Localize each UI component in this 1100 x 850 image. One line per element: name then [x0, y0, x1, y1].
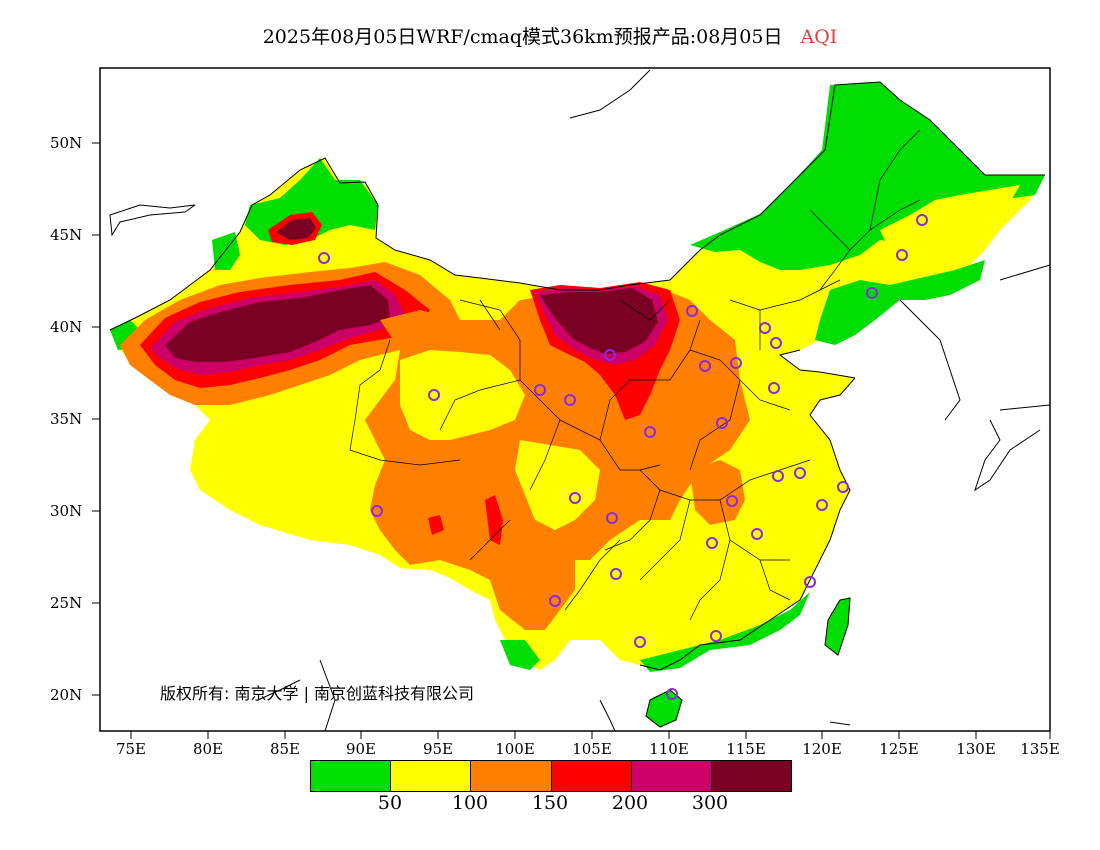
station-marker: [428, 389, 440, 401]
copyright-notice: 版权所有: 南京大学 | 南京创蓝科技有限公司: [160, 684, 475, 703]
region-sichuan-yellow: [515, 440, 600, 530]
station-marker: [644, 426, 656, 438]
x-axis-ticks: [130, 731, 1051, 739]
station-marker: [610, 568, 622, 580]
station-marker: [866, 287, 878, 299]
y-tick-label: 40N: [50, 318, 83, 336]
x-tick-label: 105E: [572, 740, 612, 758]
station-marker: [606, 512, 618, 524]
x-tick-label: 110E: [649, 740, 689, 758]
station-marker: [699, 360, 711, 372]
station-marker: [772, 470, 784, 482]
y-tick-label: 25N: [50, 594, 83, 612]
coastlines: [109, 69, 1050, 731]
station-marker: [564, 394, 576, 406]
x-tick-label: 125E: [879, 740, 919, 758]
station-marker: [706, 537, 718, 549]
region-yunnan-yellow: [575, 560, 650, 620]
station-marker: [569, 492, 581, 504]
x-tick-label: 95E: [422, 740, 454, 758]
station-marker: [549, 595, 561, 607]
x-tick-label: 115E: [726, 740, 766, 758]
y-tick-label: 20N: [50, 686, 83, 704]
station-marker: [716, 417, 728, 429]
x-tick-label: 135E: [1020, 740, 1060, 758]
region-ordos-maroon: [540, 288, 658, 354]
region-yunnan-green: [500, 640, 540, 670]
map-title-variable: AQI: [800, 26, 838, 48]
region-qinghai-yellow: [400, 350, 525, 440]
legend-label: 150: [531, 792, 569, 814]
map-title: 2025年08月05日WRF/cmaq模式36km预报产品:08月05日 AQI: [0, 22, 1100, 49]
province-borders: [349, 129, 921, 621]
y-tick-label: 35N: [50, 410, 83, 428]
legend-swatch: [391, 761, 472, 791]
station-marker: [837, 481, 849, 493]
station-marker: [730, 357, 742, 369]
map-frame: [99, 67, 1051, 732]
station-marker: [726, 495, 738, 507]
legend-label: 100: [451, 792, 489, 814]
station-marker: [916, 214, 928, 226]
y-tick-label: 45N: [50, 226, 83, 244]
legend-swatch: [551, 761, 632, 791]
station-marker: [768, 382, 780, 394]
station-marker: [534, 384, 546, 396]
x-tick-label: 130E: [956, 740, 996, 758]
region-dzungaria-maroon-core: [276, 218, 316, 240]
x-tick-label: 90E: [345, 740, 377, 758]
map-title-main: 2025年08月05日WRF/cmaq模式36km预报产品:08月05日: [262, 26, 783, 48]
station-marker: [804, 576, 816, 588]
station-markers: [318, 214, 928, 700]
station-marker: [666, 688, 678, 700]
station-marker: [318, 252, 330, 264]
station-marker: [371, 505, 383, 517]
x-tick-label: 75E: [115, 740, 147, 758]
island-taiwan: [824, 597, 851, 656]
y-tick-label: 30N: [50, 502, 83, 520]
legend-swatch: [311, 761, 392, 791]
legend-label: 50: [377, 792, 403, 814]
region-tarim-maroon: [165, 285, 390, 362]
station-marker: [816, 499, 828, 511]
region-liaoning-green: [815, 260, 985, 345]
station-marker: [604, 349, 616, 361]
y-tick-label: 50N: [50, 134, 83, 152]
legend-swatch: [631, 761, 712, 791]
region-south-coast-green: [640, 592, 810, 672]
station-marker: [759, 322, 771, 334]
y-axis-ticks: [92, 142, 100, 696]
station-marker: [751, 528, 763, 540]
region-tibet-red-2: [428, 515, 444, 535]
x-tick-label: 100E: [495, 740, 535, 758]
region-ne-yellow: [880, 185, 1020, 262]
region-east-orange: [690, 460, 745, 525]
station-marker: [634, 636, 646, 648]
region-tibet-red-1: [485, 495, 503, 545]
station-marker: [710, 630, 722, 642]
legend-swatch: [471, 761, 552, 791]
x-tick-label: 80E: [192, 740, 224, 758]
x-tick-label: 85E: [269, 740, 301, 758]
station-marker: [794, 467, 806, 479]
station-marker: [686, 305, 698, 317]
legend-label: 200: [611, 792, 649, 814]
x-tick-label: 120E: [802, 740, 842, 758]
region-northeast-green: [690, 82, 1045, 270]
legend-label: 300: [691, 792, 729, 814]
station-marker: [770, 337, 782, 349]
aqi-legend: [310, 760, 792, 792]
legend-swatch: [711, 761, 792, 791]
station-marker: [896, 249, 908, 261]
